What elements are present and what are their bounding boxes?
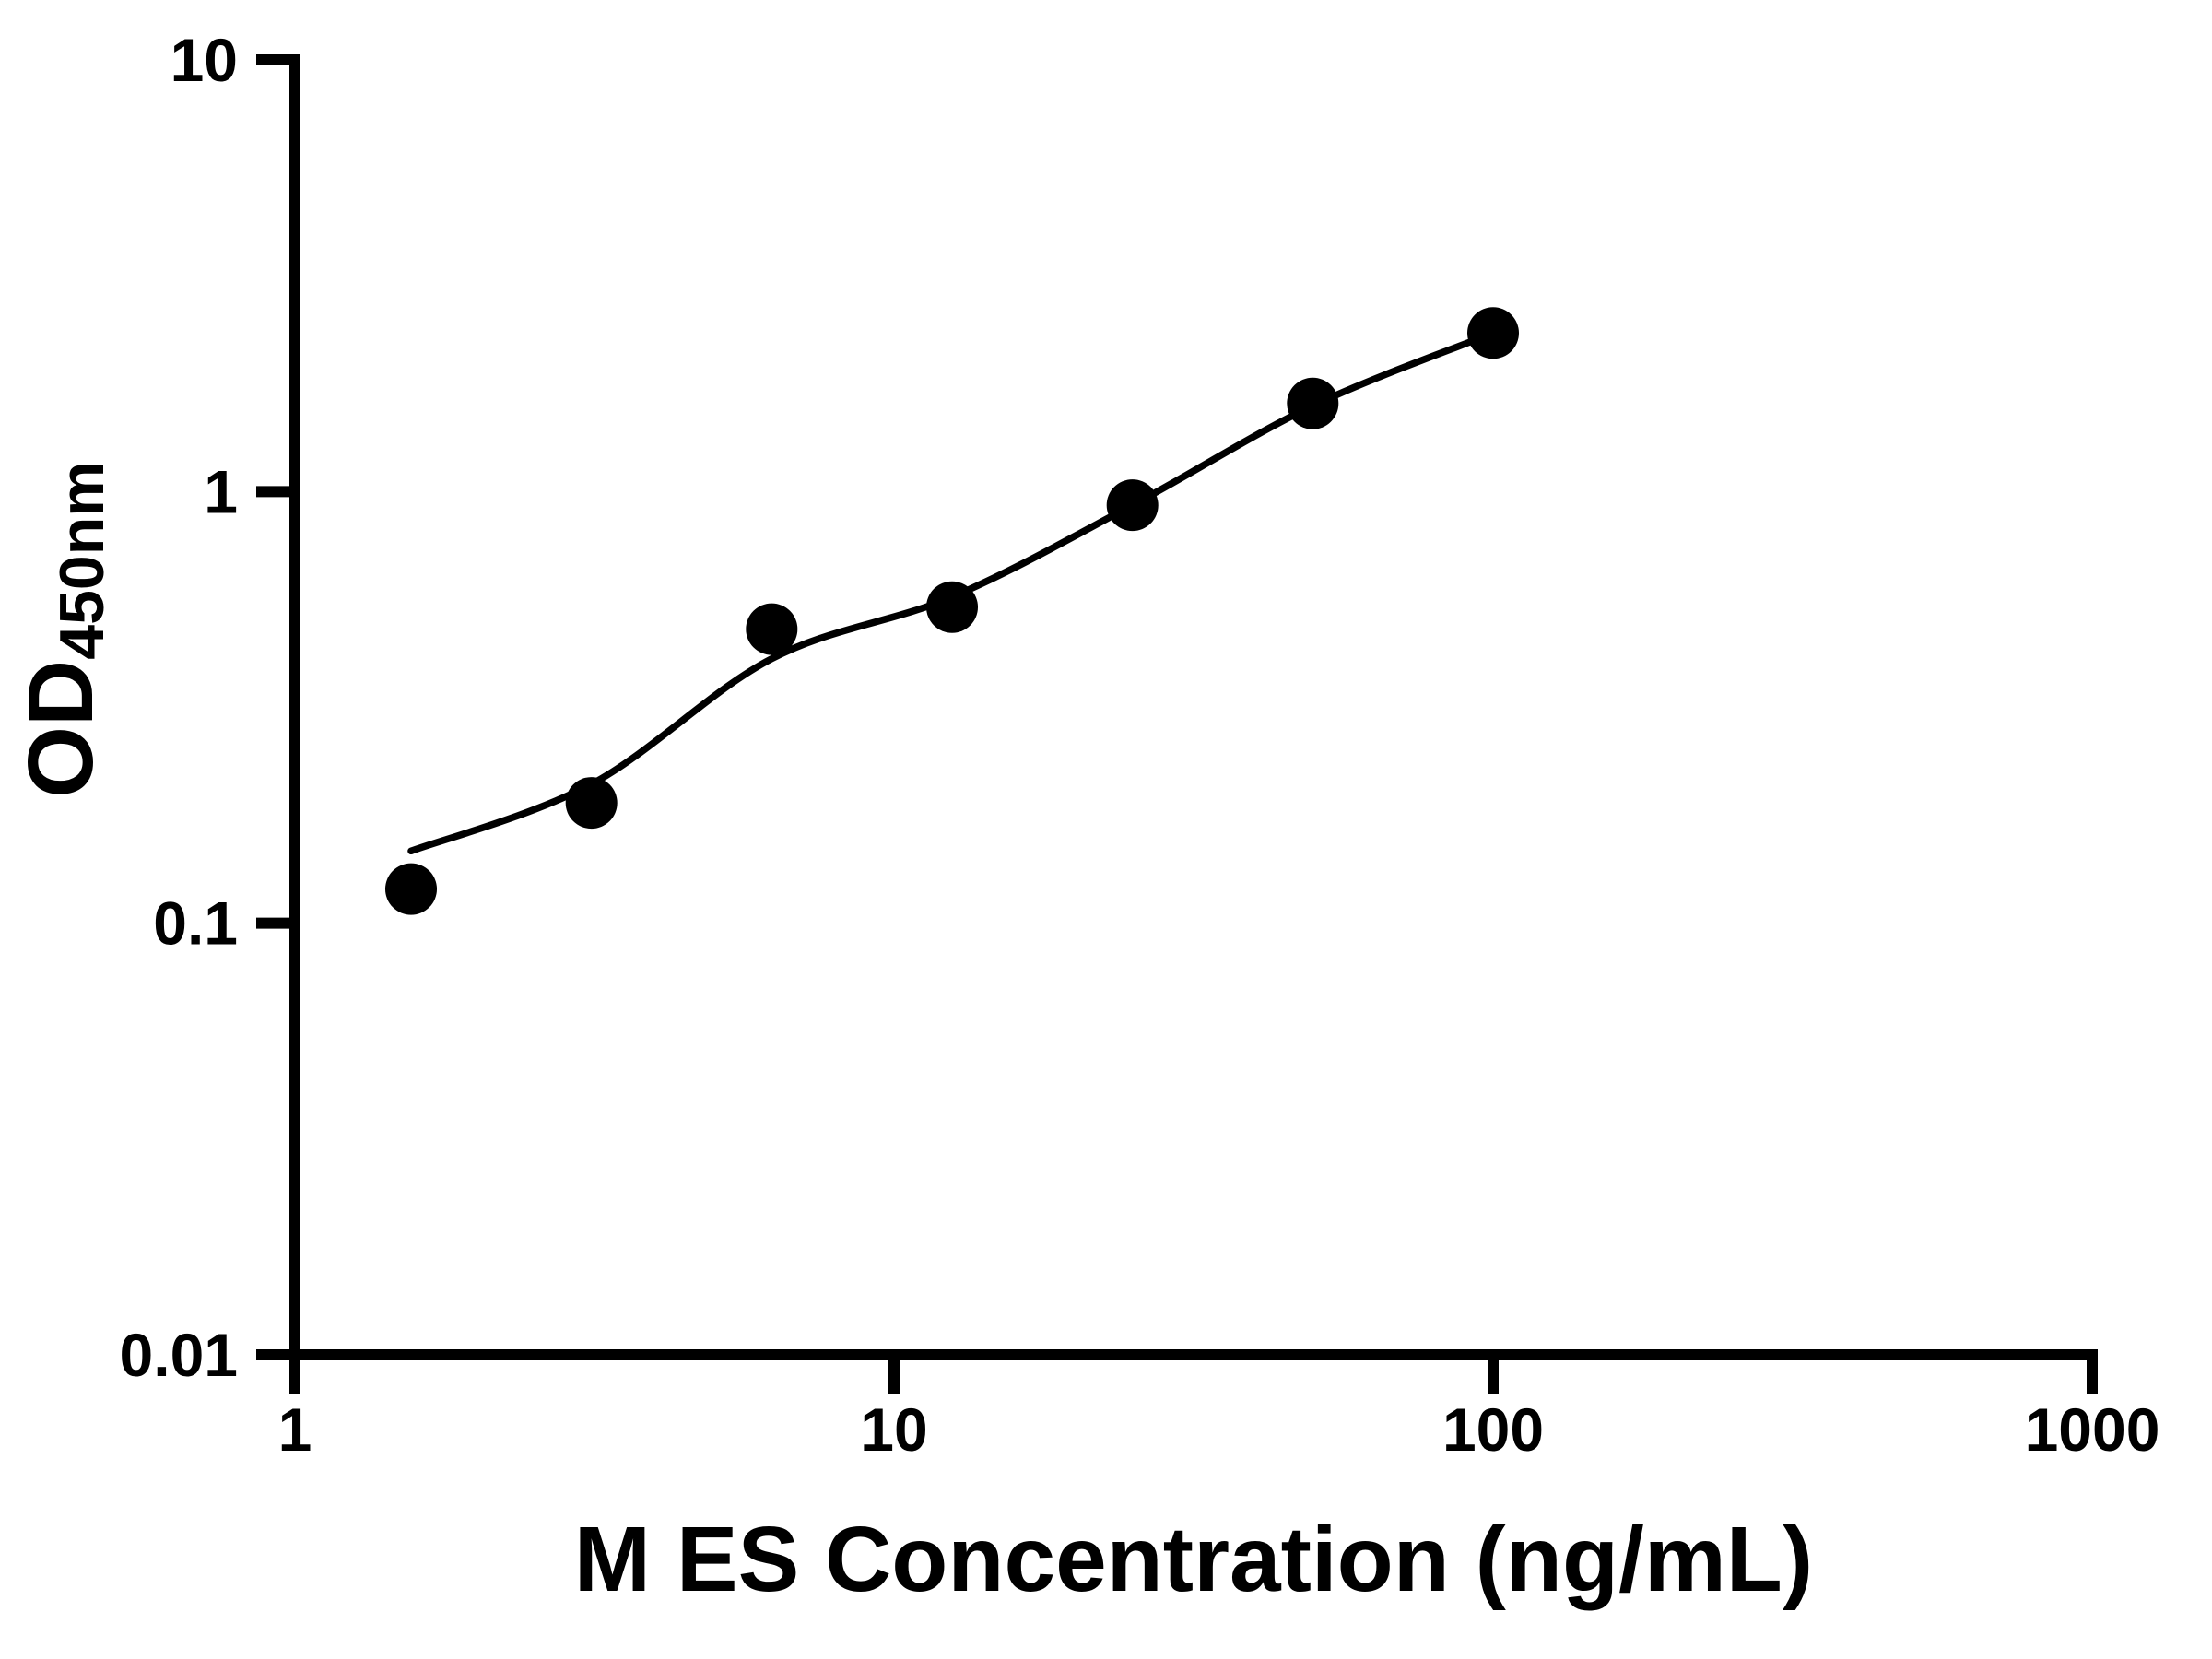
y-tick-label: 0.01 [120,1321,238,1389]
data-point [565,777,618,830]
y-tick-label: 0.1 [153,889,238,958]
y-axis-title-main: OD [9,660,112,798]
data-point [1467,307,1519,359]
y-tick-label: 10 [171,26,238,94]
axes-layer: 1 10 100 1000 0.01 0.1 1 10 [120,26,2160,1464]
data-point [746,603,798,655]
data-point [1106,479,1159,532]
x-tick-label: 100 [1442,1395,1544,1464]
data-layer [385,307,1519,915]
y-axis-title: OD450nm [9,461,117,797]
axis-spines [289,54,2098,1360]
x-tick-label: 1000 [2025,1395,2160,1464]
data-point [1287,377,1339,429]
x-axis-title: M ES Concentration (ng/mL) [574,1508,1813,1611]
data-point [385,863,437,915]
x-tick-label: 10 [860,1395,927,1464]
x-tick-label: 1 [278,1395,312,1464]
data-point [926,581,978,633]
y-axis-title-subscript: 450nm [47,461,117,659]
y-tick-label: 1 [204,457,238,525]
